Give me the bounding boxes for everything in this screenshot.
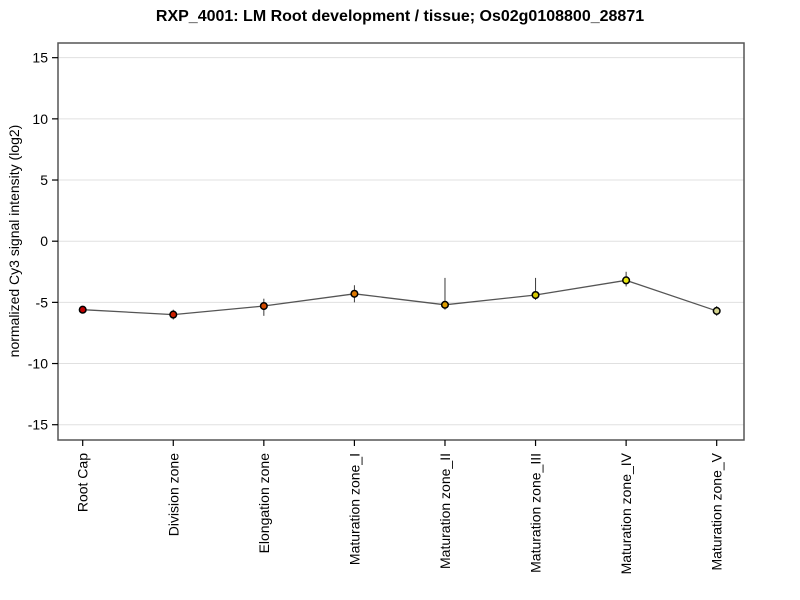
data-point bbox=[350, 289, 359, 298]
x-tick-label: Root Cap bbox=[75, 453, 91, 512]
x-tick-label: Elongation zone bbox=[256, 453, 272, 554]
data-point bbox=[78, 305, 87, 314]
chart-title: RXP_4001: LM Root development / tissue; … bbox=[155, 8, 645, 25]
data-point bbox=[169, 310, 178, 319]
series-line bbox=[82, 279, 717, 316]
y-tick-label: 5 bbox=[40, 172, 48, 188]
y-axis-label: normalized Cy3 signal intensity (log2) bbox=[6, 124, 22, 358]
data-point bbox=[440, 300, 450, 309]
x-tick-label: Maturation zone_III bbox=[528, 453, 544, 573]
y-tick-label: -15 bbox=[28, 417, 48, 433]
y-tick-label: -10 bbox=[28, 356, 48, 372]
y-tick-label: 10 bbox=[32, 111, 48, 127]
data-point bbox=[712, 306, 721, 315]
x-tick-label: Division zone bbox=[165, 453, 181, 536]
x-tick-label: Maturation zone_V bbox=[709, 452, 725, 570]
data-point bbox=[531, 290, 540, 300]
x-tick-label: Maturation zone_I bbox=[346, 453, 362, 565]
data-point bbox=[622, 276, 631, 285]
x-tick-label: Maturation zone_II bbox=[437, 453, 453, 569]
y-tick-label: 0 bbox=[40, 233, 48, 249]
x-tick-label: Maturation zone_IV bbox=[618, 452, 634, 574]
y-tick-label: -5 bbox=[36, 294, 49, 310]
data-point bbox=[259, 301, 268, 311]
y-tick-label: 15 bbox=[32, 50, 48, 66]
